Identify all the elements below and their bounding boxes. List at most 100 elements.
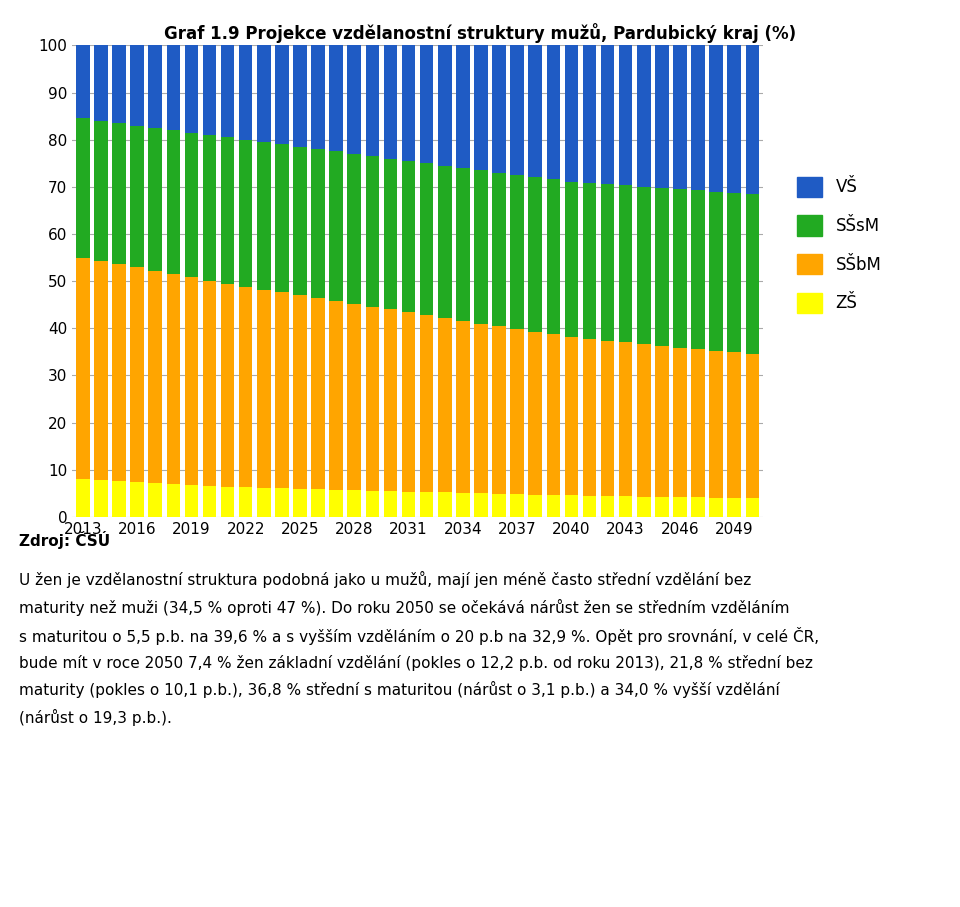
Bar bbox=[420, 315, 433, 492]
Bar bbox=[112, 45, 126, 123]
Bar bbox=[311, 45, 324, 149]
Bar bbox=[709, 351, 723, 498]
Bar bbox=[112, 481, 126, 517]
Bar bbox=[149, 45, 162, 128]
Bar bbox=[746, 194, 759, 355]
Bar bbox=[619, 496, 633, 517]
Bar bbox=[203, 486, 216, 517]
Bar bbox=[293, 147, 307, 296]
Bar bbox=[311, 489, 324, 517]
Bar bbox=[583, 496, 596, 517]
Bar bbox=[112, 123, 126, 264]
Bar bbox=[492, 494, 506, 517]
Bar bbox=[276, 292, 289, 488]
Bar bbox=[329, 490, 343, 517]
Bar bbox=[149, 483, 162, 517]
Bar bbox=[166, 131, 180, 274]
Bar bbox=[728, 192, 741, 353]
Bar bbox=[329, 45, 343, 151]
Bar bbox=[691, 349, 705, 497]
Bar bbox=[311, 298, 324, 489]
Bar bbox=[366, 307, 379, 491]
Bar bbox=[546, 495, 560, 517]
Bar bbox=[637, 187, 651, 345]
Bar bbox=[276, 45, 289, 144]
Bar bbox=[94, 480, 108, 517]
Bar bbox=[746, 355, 759, 498]
Bar bbox=[76, 119, 89, 258]
Bar bbox=[511, 45, 524, 175]
Bar bbox=[528, 178, 542, 332]
Bar bbox=[203, 45, 216, 135]
Bar bbox=[728, 498, 741, 517]
Bar bbox=[239, 487, 252, 517]
Bar bbox=[637, 497, 651, 517]
Bar bbox=[511, 175, 524, 329]
Bar bbox=[257, 289, 271, 488]
Bar bbox=[474, 45, 488, 171]
Bar bbox=[673, 497, 686, 517]
Bar bbox=[601, 184, 614, 341]
Bar bbox=[76, 479, 89, 517]
Bar bbox=[655, 188, 669, 346]
Bar bbox=[746, 45, 759, 194]
Bar bbox=[655, 497, 669, 517]
Bar bbox=[511, 329, 524, 494]
Bar bbox=[673, 45, 686, 190]
Bar bbox=[221, 487, 234, 517]
Bar bbox=[384, 45, 397, 159]
Bar bbox=[456, 321, 469, 493]
Bar bbox=[94, 261, 108, 480]
Bar bbox=[366, 491, 379, 517]
Bar bbox=[546, 45, 560, 180]
Bar bbox=[239, 45, 252, 140]
Bar bbox=[311, 149, 324, 298]
Bar bbox=[655, 346, 669, 497]
Bar bbox=[384, 309, 397, 491]
Bar bbox=[564, 45, 578, 181]
Bar bbox=[184, 485, 198, 517]
Bar bbox=[131, 45, 144, 125]
Bar bbox=[257, 488, 271, 517]
Bar bbox=[746, 498, 759, 517]
Bar bbox=[438, 493, 451, 517]
Bar bbox=[420, 492, 433, 517]
Bar bbox=[94, 45, 108, 121]
Bar bbox=[709, 191, 723, 351]
Bar bbox=[348, 154, 361, 304]
Bar bbox=[149, 271, 162, 483]
Bar bbox=[709, 45, 723, 191]
Bar bbox=[131, 268, 144, 483]
Bar bbox=[239, 140, 252, 287]
Bar bbox=[673, 190, 686, 347]
Text: Zdroj: ČSÚ: Zdroj: ČSÚ bbox=[19, 531, 110, 549]
Bar bbox=[257, 45, 271, 142]
Bar bbox=[583, 339, 596, 496]
Bar bbox=[131, 125, 144, 268]
Bar bbox=[366, 45, 379, 156]
Bar bbox=[203, 135, 216, 280]
Bar bbox=[438, 166, 451, 318]
Bar bbox=[420, 45, 433, 163]
Bar bbox=[94, 121, 108, 261]
Bar bbox=[619, 45, 633, 185]
Text: Graf 1.9 Projekce vzdělanostní struktury mužů, Pardubický kraj (%): Graf 1.9 Projekce vzdělanostní struktury… bbox=[164, 23, 796, 43]
Bar bbox=[601, 341, 614, 496]
Bar bbox=[329, 301, 343, 490]
Bar bbox=[619, 343, 633, 496]
Bar bbox=[492, 45, 506, 172]
Bar bbox=[221, 284, 234, 487]
Bar bbox=[546, 335, 560, 495]
Bar bbox=[112, 264, 126, 481]
Bar bbox=[221, 45, 234, 137]
Bar bbox=[384, 491, 397, 517]
Bar bbox=[564, 337, 578, 495]
Bar bbox=[438, 318, 451, 493]
Bar bbox=[348, 45, 361, 154]
Bar bbox=[564, 181, 578, 337]
Bar bbox=[655, 45, 669, 188]
Bar bbox=[402, 45, 416, 161]
Bar bbox=[384, 159, 397, 309]
Bar bbox=[166, 274, 180, 484]
Bar bbox=[402, 161, 416, 312]
